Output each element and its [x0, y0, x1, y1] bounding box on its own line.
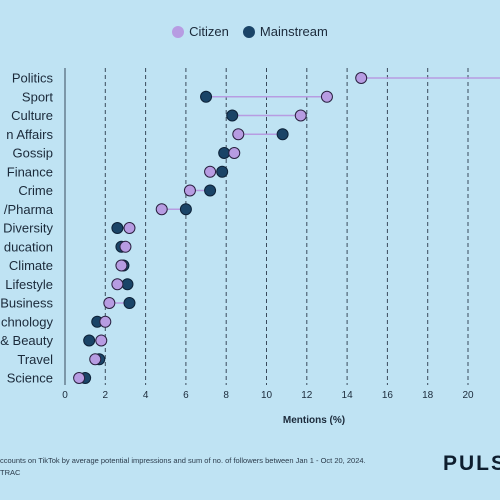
citizen-point-culture: [294, 109, 307, 122]
citizen-point-climate: [115, 259, 128, 272]
citizen-point-pharma: [155, 203, 168, 216]
brand-logo-text: PULS: [443, 452, 500, 475]
x-tick-label-16: 16: [382, 390, 394, 401]
x-tick-label-4: 4: [143, 390, 149, 401]
citizen-point-crime: [183, 184, 196, 197]
category-label-sport: Sport: [22, 89, 53, 104]
x-tick-label-0: 0: [62, 390, 68, 401]
mainstream-point-diversity: [111, 222, 124, 234]
category-label-business: Business: [0, 296, 53, 311]
mainstream-point-n-affairs: [276, 128, 289, 141]
x-tick-label-12: 12: [301, 390, 313, 401]
x-axis-label: Mentions (%): [283, 415, 345, 426]
legend-item-citizen: Citizen: [172, 24, 229, 39]
citizen-dot-icon: [172, 25, 185, 38]
legend-label-citizen: Citizen: [189, 24, 229, 39]
citizen-point-n-affairs: [232, 128, 245, 141]
citizen-point-sport: [320, 90, 333, 103]
x-tick-label-10: 10: [261, 390, 273, 401]
category-label-lifestyle: Lifestyle: [5, 277, 53, 292]
category-label-gossip: Gossip: [13, 146, 53, 161]
mainstream-point-finance: [216, 165, 229, 178]
grid-lines: [64, 68, 469, 385]
x-tick-label-18: 18: [422, 390, 434, 401]
x-tick-label-8: 8: [223, 390, 229, 401]
citizen-point-science: [73, 372, 86, 384]
category-label-culture: Culture: [11, 108, 53, 123]
citizen-point-finance: [204, 165, 217, 178]
category-label-climate: Climate: [9, 258, 53, 273]
legend: Citizen Mainstream: [0, 24, 500, 39]
citizen-point-beauty: [95, 334, 108, 347]
category-label-n-affairs: n Affairs: [6, 127, 53, 142]
mainstream-point-sport: [200, 90, 213, 103]
footnote-line-2: TRAC: [0, 468, 21, 477]
x-tick-label-14: 14: [342, 390, 354, 401]
citizen-point-lifestyle: [111, 278, 124, 291]
x-tick-label-6: 6: [183, 390, 189, 401]
category-label-travel: Travel: [17, 352, 53, 367]
mainstream-point-crime: [204, 184, 217, 197]
footnote: ccounts on TikTok by average potential i…: [0, 455, 366, 479]
dumbbell-lines: [79, 77, 500, 379]
citizen-point-ducation: [119, 240, 132, 253]
category-label-politics: Politics: [12, 71, 54, 86]
category-label-crime: Crime: [18, 183, 53, 198]
category-label-diversity: Diversity: [3, 221, 53, 236]
category-label-science: Science: [7, 371, 53, 386]
category-label-finance: Finance: [7, 164, 53, 179]
category-label-pharma: /Pharma: [4, 202, 54, 217]
citizen-point-travel: [89, 353, 102, 366]
category-label-chnology: chnology: [1, 314, 54, 329]
x-tick-labels: 0 2 4 6 8 10 12 14 16 18 20: [62, 390, 474, 401]
mainstream-point-pharma: [179, 203, 192, 216]
legend-label-mainstream: Mainstream: [259, 24, 328, 39]
x-tick-label-2: 2: [103, 390, 109, 401]
mainstream-dot-icon: [242, 25, 255, 38]
mainstream-point-culture: [226, 109, 239, 122]
data-points: [73, 72, 368, 384]
mainstream-point-lifestyle: [121, 278, 134, 291]
citizen-point-diversity: [123, 222, 136, 234]
citizen-point-chnology: [99, 315, 112, 328]
citizen-point-gossip: [228, 147, 241, 159]
x-tick-label-20: 20: [462, 390, 474, 401]
category-label-beauty: & Beauty: [0, 333, 53, 348]
category-labels: Politics Sport Culture n Affairs Gossip Finan…: [0, 71, 54, 386]
mainstream-point-gossip: [218, 147, 231, 159]
footnote-line-1: ccounts on TikTok by average potential i…: [0, 456, 366, 465]
category-label-ducation: ducation: [4, 239, 53, 254]
mainstream-point-business: [123, 297, 136, 309]
citizen-point-politics: [355, 72, 368, 84]
legend-item-mainstream: Mainstream: [242, 24, 328, 39]
mainstream-point-beauty: [83, 334, 96, 347]
citizen-point-business: [103, 297, 116, 309]
